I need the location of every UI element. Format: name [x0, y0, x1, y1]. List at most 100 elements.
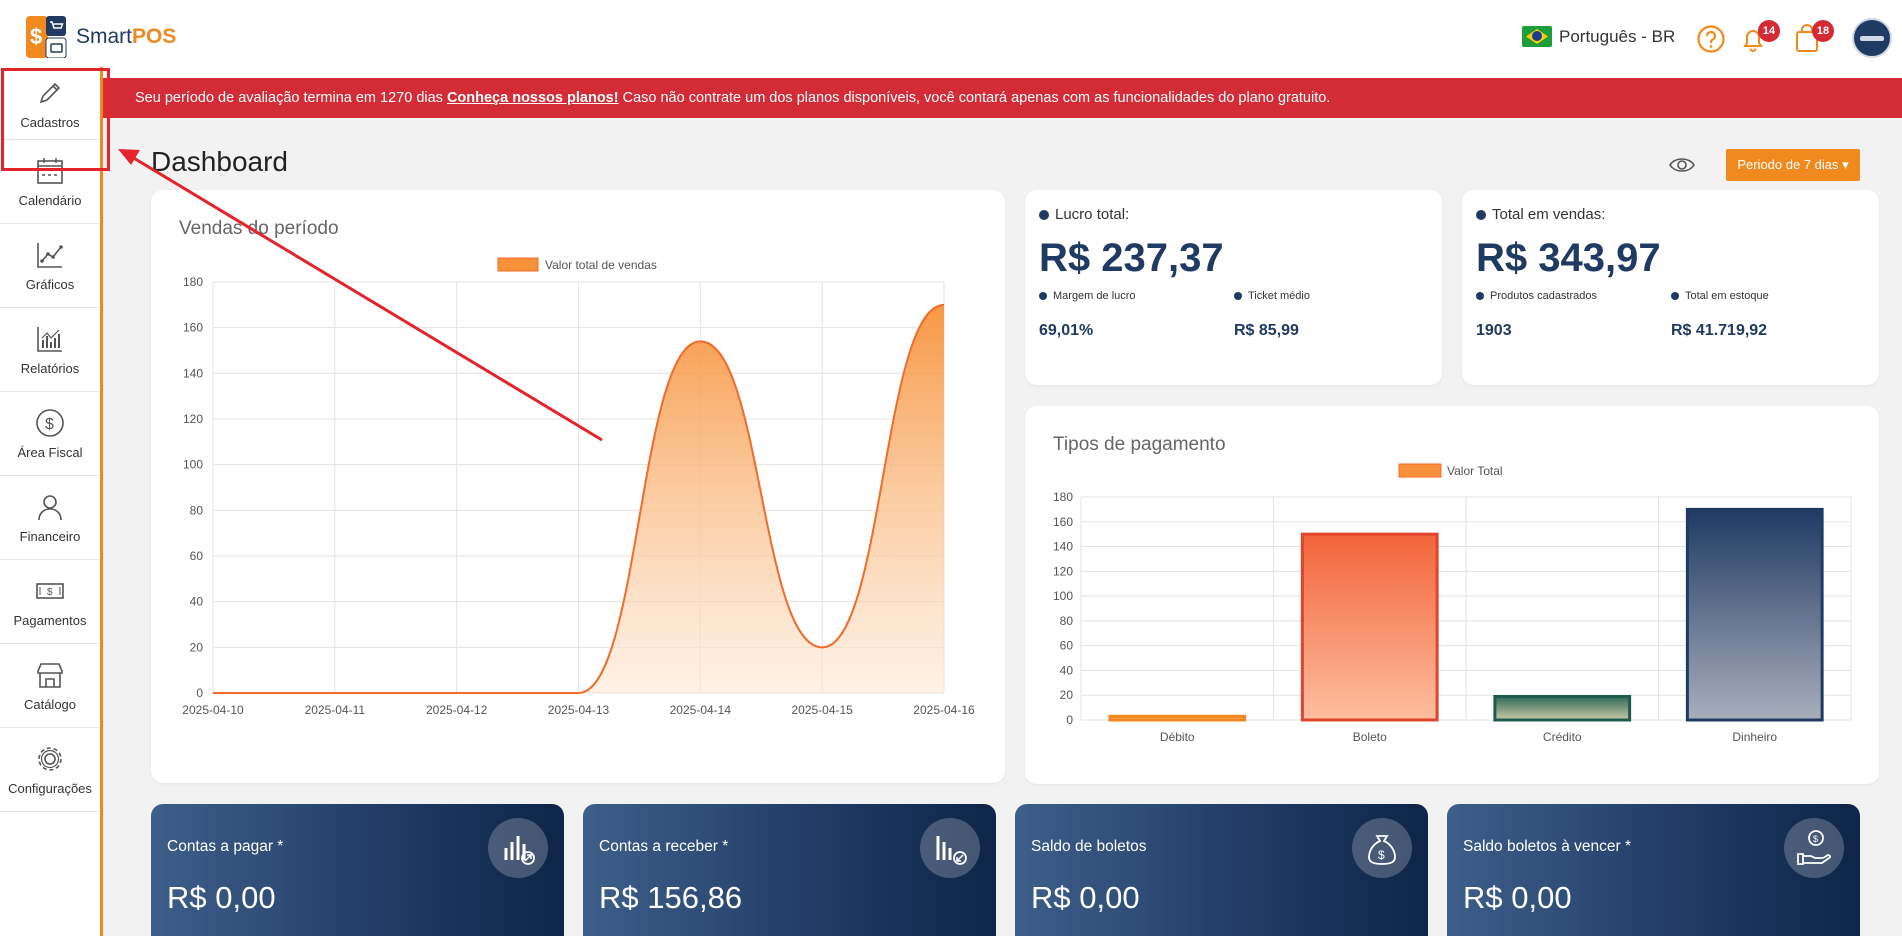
stock-total-label: Total em estoque [1671, 290, 1769, 302]
page-title: Dashboard [151, 146, 288, 177]
logo[interactable]: $ SmartPOS [26, 16, 177, 59]
eye-icon[interactable] [1668, 154, 1696, 176]
y-tick-label: 40 [1060, 663, 1074, 677]
avg-ticket-value: R$ 85,99 [1234, 322, 1299, 339]
money-bag-icon: $ [1352, 818, 1412, 878]
help-icon[interactable] [1696, 24, 1726, 54]
boleto-balance-title: Saldo de boletos [1031, 838, 1147, 855]
cart-badge: 18 [1812, 20, 1834, 42]
y-tick-label: 120 [183, 412, 203, 426]
avg-ticket-label: Ticket médio [1234, 290, 1310, 302]
sidebar-item-label: Área Fiscal [17, 445, 83, 460]
banner-text-after: Caso não contrate um dos planos disponív… [618, 90, 1331, 106]
brazil-flag-icon [1522, 26, 1552, 47]
smartpos-logo-icon: $ [26, 16, 70, 59]
sales-area-chart: 0 20 40 60 80 100 120 140 160 180 2025-04-10 2025-0… [182, 257, 975, 717]
profit-card: Lucro total: R$ 237,37 Margem de lucro 6… [1025, 190, 1442, 385]
bar-débito [1108, 714, 1247, 722]
sidebar-item-cadastros[interactable]: Cadastros [0, 67, 100, 140]
y-tick-label: 40 [190, 595, 204, 609]
x-tick-label: Crédito [1543, 730, 1582, 744]
bar-crédito [1493, 694, 1632, 722]
language-selector[interactable]: Português - BR [1522, 26, 1675, 47]
accounts-payable-title: Contas a pagar * [167, 838, 284, 855]
profit-margin-value: 69,01% [1039, 322, 1094, 339]
bar-boleto [1300, 532, 1439, 722]
sidebar-item-pagamentos[interactable]: $ Pagamentos [0, 560, 100, 644]
top-bar: $ SmartPOS Português - BR 14 18 [0, 0, 1902, 78]
accounts-receivable-card[interactable]: Contas a receber * R$ 156,86 [583, 804, 996, 936]
svg-text:$: $ [1813, 834, 1818, 844]
sidebar-item-label: Configurações [8, 781, 92, 796]
legend-label: Valor Total [1447, 464, 1503, 478]
period-dropdown-button[interactable]: Periodo de 7 dias ▾ [1726, 149, 1860, 181]
boleto-balance-value: R$ 0,00 [1031, 880, 1140, 915]
x-tick-label: 2025-04-12 [426, 703, 488, 717]
y-tick-label: 80 [190, 503, 204, 517]
y-tick-label: 100 [183, 458, 203, 472]
y-tick-label: 60 [190, 549, 204, 563]
sidebar-item-configuracoes[interactable]: Configurações [0, 728, 100, 812]
sales-total-card: Total em vendas: R$ 343,97 Produtos cada… [1462, 190, 1879, 385]
stock-total-value: R$ 41.719,92 [1671, 322, 1768, 339]
legend-swatch [497, 257, 539, 272]
plans-link[interactable]: Conheça nossos planos! [446, 90, 619, 106]
payment-types-title: Tipos de pagamento [1053, 434, 1226, 455]
y-tick-label: 60 [1060, 639, 1074, 653]
accounts-payable-card[interactable]: Contas a pagar * R$ 0,00 [151, 804, 564, 936]
svg-text:$: $ [30, 24, 42, 49]
sales-chart-card: Vendas do período 0 20 40 60 80 100 120 140 160 1… [151, 190, 1005, 783]
cart-bag-icon[interactable]: 18 [1792, 20, 1834, 54]
y-tick-label: 0 [196, 686, 203, 700]
sidebar-item-financeiro[interactable]: Financeiro [0, 476, 100, 560]
boleto-balance-card[interactable]: Saldo de boletos R$ 0,00 $ [1015, 804, 1428, 936]
boleto-due-title: Saldo boletos à vencer * [1463, 838, 1632, 855]
accounts-receivable-title: Contas a receber * [599, 838, 729, 855]
pencil-icon [39, 82, 61, 103]
sidebar-item-label: Gráficos [25, 277, 75, 292]
payment-types-card: Tipos de pagamento 0 20 40 60 80 100 120 140 160… [1025, 406, 1879, 784]
sidebar-item-label: Catálogo [23, 697, 77, 712]
x-tick-label: 2025-04-11 [305, 703, 366, 717]
store-icon [37, 663, 63, 688]
banner-text-before: Seu período de avaliação termina em 1270… [135, 90, 447, 106]
y-tick-label: 20 [1060, 688, 1074, 702]
x-tick-label: Débito [1160, 730, 1195, 744]
avatar[interactable] [1852, 18, 1892, 58]
language-label: Português - BR [1559, 26, 1676, 46]
dollar-circle-icon: $ [36, 409, 64, 437]
accounts-receivable-value: R$ 156,86 [599, 880, 743, 915]
boleto-due-card[interactable]: Saldo boletos à vencer * R$ 0,00 $ [1447, 804, 1860, 936]
sidebar-item-label: Pagamentos [13, 613, 87, 628]
hand-coin-icon: $ [1784, 818, 1844, 878]
sidebar-item-graficos[interactable]: Gráficos [0, 224, 100, 308]
bar-dinheiro [1685, 507, 1824, 722]
x-tick-label: 2025-04-15 [791, 703, 853, 717]
x-tick-label: Dinheiro [1732, 730, 1777, 744]
notifications-badge: 14 [1758, 20, 1780, 42]
sales-series-line [213, 303, 945, 694]
sidebar-item-area-fiscal[interactable]: $ Área Fiscal [0, 392, 100, 476]
x-tick-label: 2025-04-13 [548, 703, 610, 717]
highlight-box [1, 68, 110, 171]
y-tick-label: 0 [1066, 713, 1073, 727]
notifications-bell-icon[interactable]: 14 [1738, 20, 1780, 54]
y-tick-label: 180 [1053, 490, 1073, 504]
y-tick-label: 120 [1053, 564, 1073, 578]
y-tick-label: 80 [1060, 614, 1074, 628]
y-tick-label: 160 [1053, 515, 1073, 529]
y-tick-label: 20 [190, 640, 204, 654]
logo-text: SmartPOS [76, 25, 177, 48]
sidebar-item-catalogo[interactable]: Catálogo [0, 644, 100, 728]
y-tick-label: 160 [183, 321, 203, 335]
svg-text:$: $ [1378, 848, 1385, 862]
gear-icon [38, 747, 62, 771]
svg-text:$: $ [45, 416, 54, 433]
sidebar-item-label: Calendário [18, 193, 82, 208]
sidebar-item-relatorios[interactable]: Relatórios [0, 308, 100, 392]
y-tick-label: 140 [183, 366, 203, 380]
y-tick-label: 140 [1053, 540, 1073, 554]
profit-value: R$ 237,37 [1039, 236, 1224, 280]
sidebar-item-label: Financeiro [19, 529, 81, 544]
sidebar-item-label: Cadastros [20, 114, 80, 130]
